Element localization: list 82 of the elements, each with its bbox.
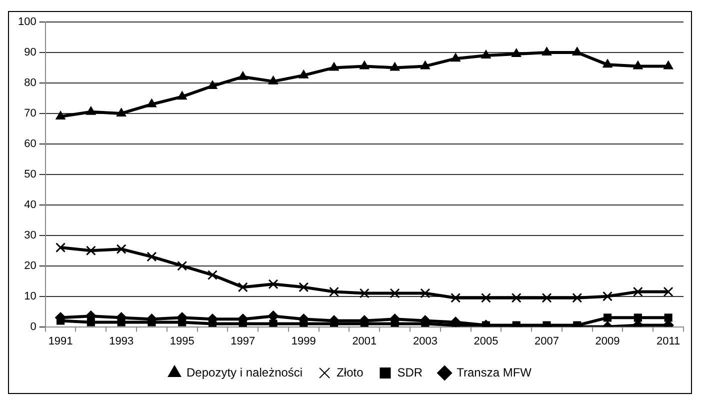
point [56,110,66,120]
point [208,320,217,327]
point [480,292,491,303]
x-tick-label: 2009 [595,335,620,348]
point [603,314,612,322]
point [56,242,66,253]
point [602,291,613,302]
point [177,260,188,271]
x-tick-label: 2011 [656,335,680,348]
point [511,292,522,303]
point [420,288,430,298]
point [86,106,96,115]
point [298,282,309,292]
point [602,59,612,68]
point [663,60,674,70]
legend-label: Depozyty i należności [186,365,303,380]
point [360,60,370,70]
y-tick-label: 100 [18,16,36,28]
point [86,246,96,256]
point [146,98,157,108]
point [269,320,278,327]
point [298,70,308,78]
point [542,321,551,327]
y-tick-label: 60 [24,138,36,150]
point [420,60,430,70]
point [329,286,340,297]
point [359,288,370,298]
legend-label: Transza MFW [456,365,532,380]
x-tick-label: 2003 [412,335,438,348]
point [450,53,460,62]
point [632,286,643,297]
y-tick-label: 30 [24,229,36,242]
point [238,282,248,292]
point [178,318,186,326]
point [329,62,339,71]
point [390,288,400,298]
point [512,321,520,327]
point [450,292,461,303]
y-tick-label: 70 [24,107,36,120]
point [208,80,218,90]
point [207,270,218,280]
y-tick-label: 20 [24,260,36,272]
point [116,244,126,254]
point [116,108,126,116]
y-tick-label: 80 [24,76,36,89]
x-tick-label: 2001 [352,335,377,348]
legend-label: Złoto [336,365,364,380]
x-tick-label: 1995 [170,335,194,348]
y-tick-label: 50 [24,168,36,180]
point [573,321,582,327]
point [390,62,400,71]
point [177,91,187,100]
point [572,46,582,56]
point [238,320,247,327]
legend-label: SDR [397,365,423,380]
point [268,279,278,290]
point [633,60,643,70]
point [238,71,248,80]
point [634,314,642,322]
point [86,318,95,326]
point [268,76,278,84]
x-tick-label: 1991 [48,335,73,348]
point [390,320,399,327]
point [542,292,552,303]
x-tick-label: 1993 [109,335,134,348]
point [663,286,674,297]
point [481,50,491,59]
y-tick-label: 10 [24,290,36,302]
y-tick-label: 0 [30,320,36,333]
x-tick-label: 2005 [474,335,498,348]
point [117,318,126,326]
x-tick-label: 2007 [534,335,559,348]
point [664,314,672,322]
x-tick-label: 1999 [291,335,316,348]
point [542,46,552,56]
point [146,252,157,262]
y-tick-label: 40 [24,198,36,211]
point [300,320,308,327]
point [512,48,522,58]
point [572,292,582,303]
y-tick-label: 90 [24,46,36,59]
x-tick-label: 1997 [230,335,256,348]
